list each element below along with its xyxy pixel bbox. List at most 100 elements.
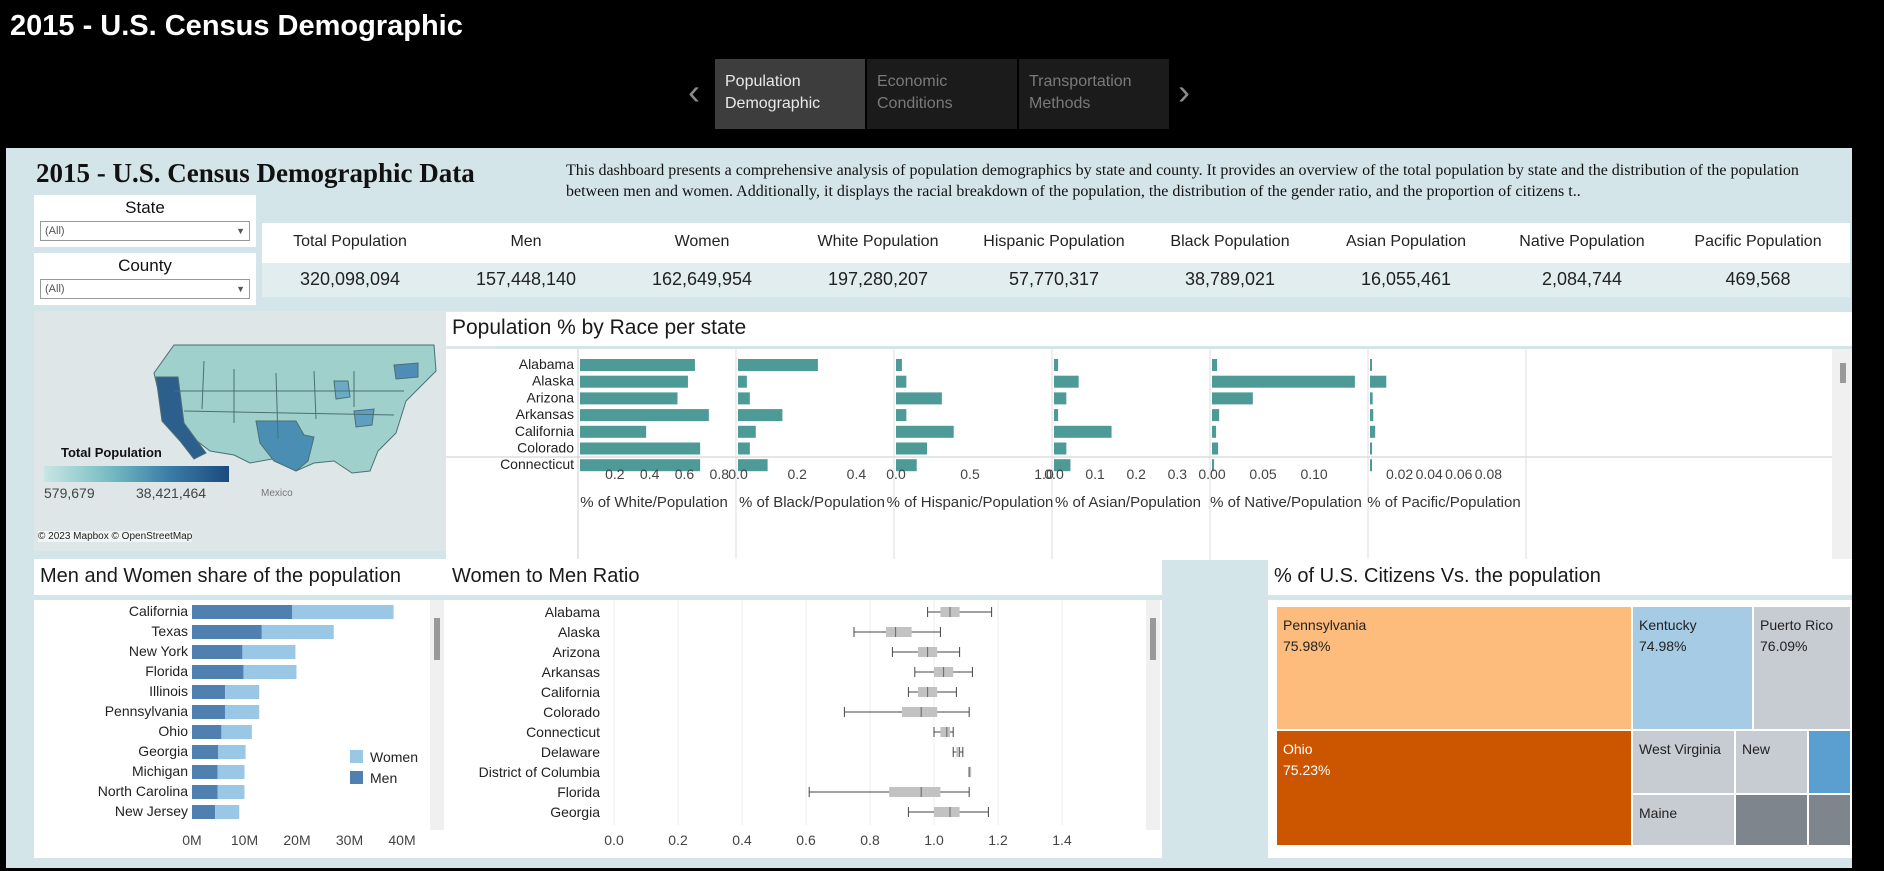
mexico-label: Mexico xyxy=(261,488,293,499)
treemap-cell[interactable]: New xyxy=(1735,730,1808,794)
ratio-row-label: Colorado xyxy=(543,704,600,720)
women-bar xyxy=(217,765,245,779)
race-chart-svg[interactable]: AlabamaAlaskaArizonaArkansasCaliforniaCo… xyxy=(446,349,1832,560)
race-tick-label: 0.5 xyxy=(960,466,980,482)
race-bar xyxy=(1212,425,1217,438)
race-bar xyxy=(1370,459,1372,472)
texas-shape[interactable] xyxy=(255,420,315,472)
race-tick-label: 0.3 xyxy=(1168,466,1188,482)
race-bar xyxy=(896,375,907,388)
gender-scrollbar xyxy=(430,600,444,830)
chevron-right-icon[interactable]: › xyxy=(1178,71,1190,112)
race-bar xyxy=(1212,442,1219,455)
ratio-row-label: District of Columbia xyxy=(479,764,601,780)
county-filter-label: County xyxy=(118,256,172,275)
kpi-men: Men 157,448,140 xyxy=(438,223,614,290)
race-bar xyxy=(580,425,647,438)
gender-tick-label: 40M xyxy=(388,832,415,848)
treemap: Pennsylvania 75.98% Kentucky 74.98% Puerto R… xyxy=(1268,600,1852,858)
ratio-box xyxy=(902,707,938,717)
tab-economic-conditions[interactable]: Economic Conditions xyxy=(867,59,1017,129)
gender-legend-label: Men xyxy=(370,770,397,786)
race-axis-label: % of Native/Population xyxy=(1210,494,1362,511)
gender-row-label: Pennsylvania xyxy=(105,703,188,719)
chevron-down-icon[interactable]: ▼ xyxy=(236,226,245,236)
men-bar xyxy=(192,745,219,759)
race-tick-label: 0.04 xyxy=(1416,466,1443,482)
ratio-tick-label: 1.0 xyxy=(924,832,944,848)
kpi-value: 2,084,744 xyxy=(1541,269,1623,289)
women-bar xyxy=(218,745,246,759)
ratio-tick-label: 0.4 xyxy=(732,832,752,848)
kpi-label: Pacific Population xyxy=(1694,233,1822,250)
treemap-cell[interactable]: Pennsylvania 75.98% xyxy=(1276,606,1632,730)
chevron-down-icon[interactable]: ▼ xyxy=(236,284,245,294)
treemap-cell[interactable]: Kentucky 74.98% xyxy=(1632,606,1753,730)
kpi-value: 16,055,461 xyxy=(1360,269,1452,289)
map-credit[interactable]: © 2023 Mapbox © OpenStreetMap xyxy=(38,531,193,542)
county-dropdown[interactable]: (All) ▼ xyxy=(40,279,250,299)
kpi-label: Asian Population xyxy=(1345,233,1467,250)
treemap-cell-pct: 75.23% xyxy=(1283,762,1331,778)
treemap-cell[interactable]: Ohio 75.23% xyxy=(1276,730,1632,846)
dashboard: 2015 - U.S. Census Demographic Data This… xyxy=(6,148,1852,868)
kpi-value: 38,789,021 xyxy=(1184,269,1276,289)
men-bar xyxy=(192,765,218,779)
illinois-shape[interactable] xyxy=(333,380,351,400)
gender-chart-svg[interactable]: California Texas New York Florida Illinois Pe… xyxy=(34,600,446,858)
race-bar xyxy=(1054,375,1079,388)
race-bar xyxy=(1370,442,1373,455)
ratio-row-label: Arkansas xyxy=(542,664,600,680)
app-title: 2015 - U.S. Census Demographic xyxy=(10,10,463,42)
map-legend-min: 579,679 xyxy=(44,485,95,501)
tab-population-demographic[interactable]: Population Demographic xyxy=(715,59,865,129)
race-bar xyxy=(1054,392,1067,405)
race-bar xyxy=(580,409,709,422)
california-shape[interactable] xyxy=(155,376,207,460)
gender-row-label: Florida xyxy=(145,663,188,679)
treemap-cell[interactable] xyxy=(1808,730,1851,794)
gender-scrollbar-thumb xyxy=(434,618,440,660)
population-map[interactable] xyxy=(34,311,496,551)
scrollbar-thumb[interactable] xyxy=(1840,363,1846,383)
us-map[interactable] xyxy=(34,311,496,551)
race-tick-label: 0.00 xyxy=(1198,466,1225,482)
race-chart-scrollbar[interactable] xyxy=(1832,349,1852,560)
treemap-cell[interactable]: Maine xyxy=(1632,794,1735,846)
race-bar xyxy=(896,442,928,455)
gender-legend-swatch xyxy=(350,771,363,784)
race-axis-label: % of Hispanic/Population xyxy=(887,494,1054,511)
gender-tick-label: 20M xyxy=(283,832,310,848)
race-row-label: California xyxy=(515,423,574,439)
tab-transportation-methods[interactable]: Transportation Methods xyxy=(1019,59,1169,129)
race-bar xyxy=(1370,409,1374,422)
dashboard-description: This dashboard presents a comprehensive … xyxy=(566,162,1799,200)
treemap-cell[interactable] xyxy=(1808,794,1851,846)
kpi-native-population: Native Population 2,084,744 xyxy=(1494,223,1670,290)
men-bar xyxy=(192,665,244,679)
gender-row-label: Illinois xyxy=(149,683,188,699)
treemap-cell[interactable]: West Virginia xyxy=(1632,730,1735,794)
florida-shape[interactable] xyxy=(353,408,375,428)
treemap-cell-pct: 76.09% xyxy=(1760,638,1808,654)
race-bar xyxy=(1370,375,1387,388)
ratio-tick-label: 0.8 xyxy=(860,832,880,848)
kpi-women: Women 162,649,954 xyxy=(614,223,790,290)
ratio-chart-svg[interactable]: 0.0 0.2 0.4 0.6 0.8 1.0 1.2 1.4 Alabama Alaska Ari… xyxy=(446,600,1162,858)
ratio-tick-label: 0.0 xyxy=(604,832,624,848)
chevron-left-icon[interactable]: ‹ xyxy=(688,71,700,112)
state-dropdown[interactable]: (All) ▼ xyxy=(40,221,250,241)
gender-chart-header: Men and Women share of the population xyxy=(34,559,446,595)
new-york-shape[interactable] xyxy=(393,362,419,380)
race-bar xyxy=(580,359,695,371)
county-dropdown-value: (All) xyxy=(45,283,65,295)
ratio-scrollbar xyxy=(1146,600,1160,830)
kpi-black-population: Black Population 38,789,021 xyxy=(1142,223,1318,290)
kpi-label: Native Population xyxy=(1519,233,1645,250)
treemap-cell[interactable]: Puerto Rico 76.09% xyxy=(1753,606,1851,730)
treemap-cell-state: Puerto Rico xyxy=(1760,617,1834,633)
treemap-cell[interactable] xyxy=(1735,794,1808,846)
race-axis-label: % of Asian/Population xyxy=(1055,494,1201,511)
ratio-row-label: Alaska xyxy=(558,624,600,640)
race-row-label: Arizona xyxy=(527,389,575,405)
